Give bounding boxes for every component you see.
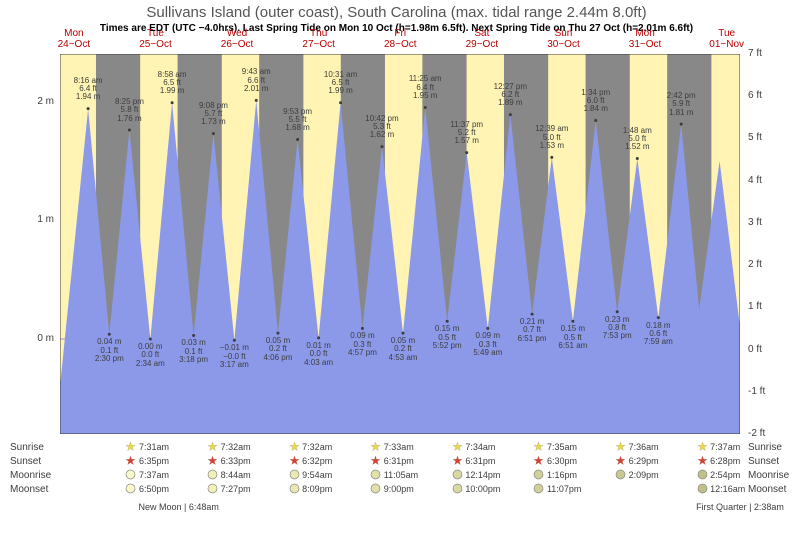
- moonrise-time: 1:16pm: [533, 469, 577, 480]
- day-label: Mon24−Oct: [49, 28, 99, 50]
- y-tick-m: 0 m: [14, 333, 54, 344]
- tide-point-label: −0.01 m−0.0 ft3:17 am: [209, 344, 259, 369]
- moonset-time: 7:27pm: [207, 483, 251, 494]
- sunrise-time: 7:34am: [452, 441, 496, 452]
- tide-point-label: 9:08 pm5.7 ft1.73 m: [188, 102, 238, 127]
- tide-point-label: 10:42 pm5.3 ft1.62 m: [357, 115, 407, 140]
- tide-point-label: 11:25 am6.4 ft1.95 m: [400, 75, 450, 100]
- sunset-time: 6:31pm: [452, 455, 496, 466]
- tide-point-label: 0.01 m0.0 ft4:03 am: [294, 342, 344, 367]
- moonrise-time: 2:09pm: [615, 469, 659, 480]
- day-label: Fri28−Oct: [375, 28, 425, 50]
- new-moon-label: New Moon | 6:48am: [138, 502, 218, 512]
- day-label: Sun30−Oct: [538, 28, 588, 50]
- day-label: Wed26−Oct: [212, 28, 262, 50]
- footer-row-label-left: Sunrise: [10, 442, 44, 453]
- y-tick-ft: 7 ft: [748, 48, 788, 59]
- sunset-time: 6:29pm: [615, 455, 659, 466]
- y-tick-ft: 2 ft: [748, 259, 788, 270]
- footer-row-label-right: Sunrise: [748, 442, 782, 453]
- sunset-time: 6:33pm: [207, 455, 251, 466]
- tide-chart-svg: [60, 54, 740, 434]
- tide-point-label: 12:27 pm6.2 ft1.89 m: [485, 83, 535, 108]
- sunrise-time: 7:35am: [533, 441, 577, 452]
- day-label: Sat29−Oct: [457, 28, 507, 50]
- chart-title: Sullivans Island (outer coast), South Ca…: [0, 0, 793, 21]
- y-tick-m: 2 m: [14, 96, 54, 107]
- y-tick-ft: 5 ft: [748, 132, 788, 143]
- footer-row-label-right: Moonset: [748, 484, 786, 495]
- day-label: Mon31−Oct: [620, 28, 670, 50]
- tide-point-label: 11:37 pm5.2 ft1.57 m: [442, 121, 492, 146]
- sunrise-time: 7:32am: [207, 441, 251, 452]
- first-quarter-label: First Quarter | 2:38am: [696, 502, 784, 512]
- sunrise-time: 7:32am: [289, 441, 333, 452]
- tide-point-label: 0.05 m0.2 ft4:53 am: [378, 337, 428, 362]
- moonset-time: 8:09pm: [289, 483, 333, 494]
- tide-point-label: 9:53 pm5.5 ft1.68 m: [273, 108, 323, 133]
- y-tick-ft: -1 ft: [748, 386, 788, 397]
- y-tick-ft: 0 ft: [748, 344, 788, 355]
- y-tick-ft: 3 ft: [748, 217, 788, 228]
- day-label: Tue01−Nov: [702, 28, 752, 50]
- tide-point-label: 8:58 am6.5 ft1.99 m: [147, 71, 197, 96]
- sunset-time: 6:28pm: [697, 455, 741, 466]
- moonset-time: 11:07pm: [533, 483, 581, 494]
- tide-point-label: 8:25 pm5.8 ft1.76 m: [104, 98, 154, 123]
- moonrise-time: 2:54pm: [697, 469, 741, 480]
- tide-point-label: 0.09 m0.3 ft5:49 am: [463, 332, 513, 357]
- moonrise-time: 11:05am: [370, 469, 418, 480]
- day-label: Tue25−Oct: [130, 28, 180, 50]
- chart-area: [60, 54, 740, 434]
- footer-row-label-left: Sunset: [10, 456, 41, 467]
- tide-point-label: 2:42 pm5.9 ft1.81 m: [656, 92, 706, 117]
- tide-point-label: 1:48 am5.0 ft1.52 m: [612, 127, 662, 152]
- sunset-time: 6:30pm: [533, 455, 577, 466]
- tide-point-label: 0.15 m0.5 ft6:51 am: [548, 325, 598, 350]
- footer-row-label-right: Sunset: [748, 456, 779, 467]
- sunset-time: 6:31pm: [370, 455, 414, 466]
- sunrise-time: 7:31am: [125, 441, 169, 452]
- moonrise-time: 12:14pm: [452, 469, 501, 480]
- tide-point-label: 10:31 am6.5 ft1.99 m: [316, 71, 366, 96]
- moonrise-time: 9:54am: [289, 469, 333, 480]
- moonset-time: 6:50pm: [125, 483, 169, 494]
- tide-point-label: 0.18 m0.6 ft7:59 am: [633, 322, 683, 347]
- y-tick-ft: 1 ft: [748, 301, 788, 312]
- moonset-time: 12:16am: [697, 483, 746, 494]
- sunrise-time: 7:36am: [615, 441, 659, 452]
- tide-chart-container: Sullivans Island (outer coast), South Ca…: [0, 0, 793, 539]
- footer-row-label-left: Moonset: [10, 484, 48, 495]
- y-tick-ft: -2 ft: [748, 428, 788, 439]
- moonset-time: 10:00pm: [452, 483, 501, 494]
- tide-point-label: 1:34 pm6.0 ft1.84 m: [571, 89, 621, 114]
- y-tick-ft: 6 ft: [748, 90, 788, 101]
- footer-row-label-left: Moonrise: [10, 470, 51, 481]
- footer-row-label-right: Moonrise: [748, 470, 789, 481]
- tide-point-label: 9:43 am6.6 ft2.01 m: [231, 68, 281, 93]
- sunset-time: 6:32pm: [289, 455, 333, 466]
- sunset-time: 6:35pm: [125, 455, 169, 466]
- sunrise-time: 7:37am: [697, 441, 741, 452]
- day-label: Thu27−Oct: [294, 28, 344, 50]
- y-tick-m: 1 m: [14, 214, 54, 225]
- moonrise-time: 7:37am: [125, 469, 169, 480]
- sunrise-time: 7:33am: [370, 441, 414, 452]
- tide-point-label: 12:39 am5.0 ft1.53 m: [527, 125, 577, 150]
- moonset-time: 9:00pm: [370, 483, 414, 494]
- y-tick-ft: 4 ft: [748, 175, 788, 186]
- moonrise-time: 8:44am: [207, 469, 251, 480]
